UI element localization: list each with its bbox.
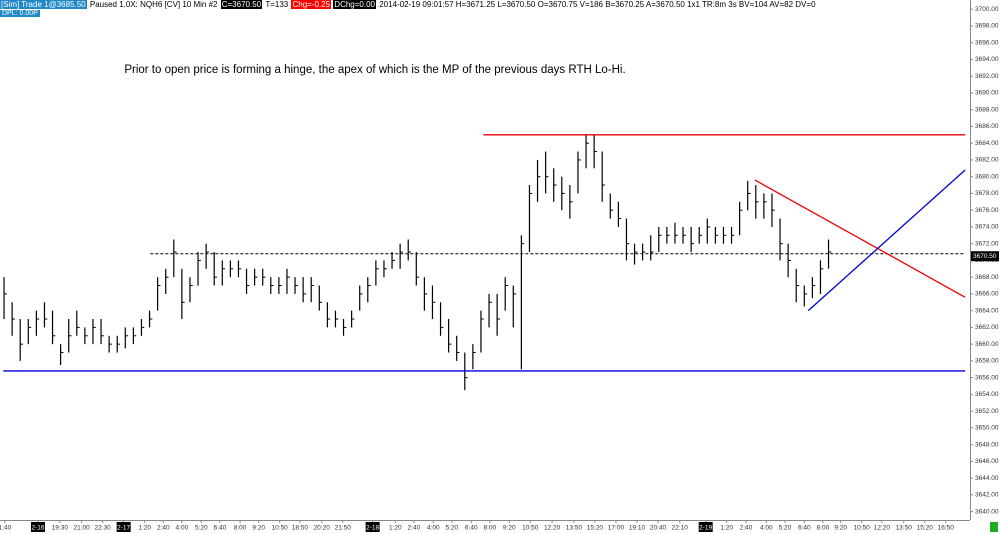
x-tick-label: 2:40 xyxy=(408,525,421,532)
x-tick-label: 10:50 xyxy=(272,525,289,532)
x-tick-label: 17:00 xyxy=(608,525,625,532)
x-tick-label: 8:00 xyxy=(234,525,247,532)
header-field: DChg=0.00 xyxy=(333,0,376,9)
x-tick-label: 16:50 xyxy=(938,525,955,532)
x-tick-label: 2-18 xyxy=(366,525,379,532)
y-tick-label: 3668.00 xyxy=(975,274,999,281)
y-tick-label: 3656.00 xyxy=(975,374,999,381)
x-tick-label: 2-19 xyxy=(699,525,712,532)
y-tick-label: 3686.00 xyxy=(975,123,999,130)
x-tick-label: 20:20 xyxy=(314,525,331,532)
x-tick-label: 13:50 xyxy=(566,525,583,532)
x-tick-label: 5:20 xyxy=(446,525,459,532)
y-tick-label: 3640.00 xyxy=(975,508,999,515)
last-price-box xyxy=(971,251,999,262)
header-field: 2014-02-19 09:01:57 H=3671.25 L=3670.50 … xyxy=(378,0,817,9)
x-tick-label: 1:40 xyxy=(0,525,12,532)
y-tick-label: 3694.00 xyxy=(975,56,999,63)
y-tick-label: 3688.00 xyxy=(975,106,999,113)
x-tick-label: 19:30 xyxy=(52,525,69,532)
header-field: [Sim] Trade 1@3685.50 xyxy=(0,0,87,9)
x-tick-label: 12:20 xyxy=(874,525,891,532)
x-tick-label: 10:50 xyxy=(522,525,539,532)
date-marker xyxy=(116,522,131,532)
y-tick-label: 3684.00 xyxy=(975,140,999,147)
header-field: Paused 1.0X: NQH6 [CV] 10 Min #2 xyxy=(88,0,219,9)
status-indicator xyxy=(990,522,998,532)
x-tick-label: 10:50 xyxy=(854,525,871,532)
x-tick-label: 6:40 xyxy=(465,525,478,532)
x-tick-label: 8:00 xyxy=(484,525,497,532)
y-tick-label: 3682.00 xyxy=(975,157,999,164)
y-tick-label: 3692.00 xyxy=(975,73,999,80)
x-tick-label: 21:00 xyxy=(74,525,91,532)
x-tick-label: 6:40 xyxy=(214,525,227,532)
x-tick-label: 19:10 xyxy=(629,525,646,532)
x-tick-label: 2-17 xyxy=(117,525,130,532)
x-tick-label: 21:50 xyxy=(335,525,352,532)
x-tick-label: 5:20 xyxy=(195,525,208,532)
y-tick-label: 3652.00 xyxy=(975,408,999,415)
header-field: C=3670.50 xyxy=(220,0,263,9)
header-sub: DPL: 0.00P xyxy=(0,10,40,17)
x-tick-label: 4:00 xyxy=(176,525,189,532)
y-tick-label: 3672.00 xyxy=(975,240,999,247)
y-tick-label: 3650.00 xyxy=(975,425,999,432)
drawn-line xyxy=(807,169,966,312)
x-tick-label: 22:10 xyxy=(672,525,689,532)
y-tick-label: 3660.00 xyxy=(975,341,999,348)
x-tick-label: 15:20 xyxy=(587,525,604,532)
y-tick-label: 3696.00 xyxy=(975,39,999,46)
x-tick-label: 6:40 xyxy=(798,525,811,532)
annotation: Prior to open price is forming a hinge, … xyxy=(124,64,625,76)
y-tick-label: 3698.00 xyxy=(975,23,999,30)
x-tick-label: 4:00 xyxy=(427,525,440,532)
date-marker xyxy=(365,522,380,532)
x-tick-label: 2:40 xyxy=(157,525,170,532)
x-tick-label: 1:20 xyxy=(389,525,402,532)
y-tick-label: 3662.00 xyxy=(975,324,999,331)
x-tick-label: 18:50 xyxy=(292,525,309,532)
y-tick-label: 3676.00 xyxy=(975,207,999,214)
header: [Sim] Trade 1@3685.50 Paused 1.0X: NQH6 … xyxy=(0,0,817,9)
x-tick-label: 1:20 xyxy=(720,525,733,532)
x-tick-label: 22:30 xyxy=(95,525,112,532)
y-tick-label: 3642.00 xyxy=(975,492,999,499)
y-tick-label: 3674.00 xyxy=(975,224,999,231)
x-tick-label: 9:20 xyxy=(503,525,516,532)
x-tick-label: 2:40 xyxy=(740,525,753,532)
last-price-label: 3670.50 xyxy=(973,253,997,260)
drawn-line xyxy=(754,179,966,298)
x-tick-label: 4:00 xyxy=(760,525,773,532)
y-tick-label: 3646.00 xyxy=(975,458,999,465)
y-tick-label: 3654.00 xyxy=(975,391,999,398)
y-tick-label: 3658.00 xyxy=(975,358,999,365)
x-tick-label: 5:20 xyxy=(779,525,792,532)
date-marker xyxy=(30,522,45,532)
y-tick-label: 3666.00 xyxy=(975,291,999,298)
x-tick-label: 12:20 xyxy=(544,525,561,532)
y-tick-label: 3664.00 xyxy=(975,307,999,314)
y-tick-label: 3690.00 xyxy=(975,90,999,97)
y-tick-label: 3678.00 xyxy=(975,190,999,197)
x-tick-label: 2-16 xyxy=(31,525,44,532)
x-tick-label: 9:20 xyxy=(252,525,265,532)
x-tick-label: 20:40 xyxy=(650,525,667,532)
y-tick-label: 3700.00 xyxy=(975,6,999,13)
x-tick-label: 1:20 xyxy=(138,525,151,532)
header-field: Chg=-0.25 xyxy=(291,0,332,9)
x-tick-label: 9:20 xyxy=(834,525,847,532)
date-marker xyxy=(698,522,713,532)
y-tick-label: 3680.00 xyxy=(975,173,999,180)
x-tick-label: 8:00 xyxy=(817,525,830,532)
x-tick-label: 13:50 xyxy=(896,525,913,532)
y-tick-label: 3648.00 xyxy=(975,441,999,448)
x-tick-label: 15:20 xyxy=(917,525,934,532)
y-tick-label: 3644.00 xyxy=(975,475,999,482)
header-field: T=133 xyxy=(264,0,290,9)
